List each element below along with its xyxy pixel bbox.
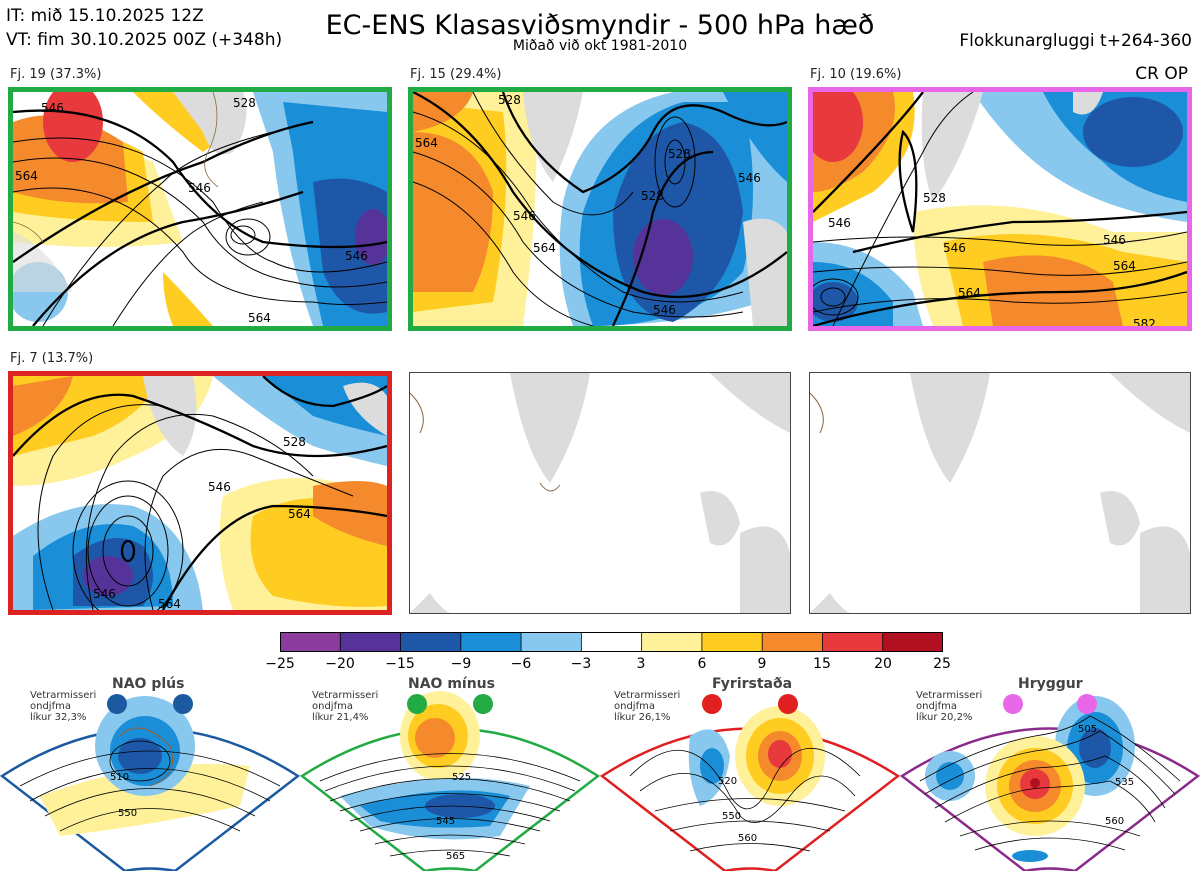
crop-label: CR OP xyxy=(1135,64,1188,84)
contour-label: 546 xyxy=(93,587,116,601)
valid-time: VT: fim 30.10.2025 00Z (+348h) xyxy=(6,30,283,50)
colorbar-cell xyxy=(761,632,824,652)
regime-note-1: Vetrarmisseri xyxy=(30,690,97,701)
regime-note-2: ondjfma xyxy=(30,701,71,712)
regime-note-2: ondjfma xyxy=(614,701,655,712)
cluster-map-3: 528 546 546 546 564 564 582 xyxy=(808,87,1192,331)
contour-label: 564 xyxy=(533,241,556,255)
colorbar-cell xyxy=(701,632,764,652)
contour-label: 546 xyxy=(41,101,64,115)
cluster-map-1: 546 564 528 546 546 564 xyxy=(8,87,392,331)
regime-note-1: Vetrarmisseri xyxy=(916,690,983,701)
colorbar-cell xyxy=(641,632,703,652)
colorbar-tick: −6 xyxy=(510,656,532,672)
regime-contour-label: 560 xyxy=(1105,816,1124,827)
contour-label: 528 xyxy=(668,147,691,161)
colorbar-tick: 25 xyxy=(933,656,951,672)
regime-title: Hryggur xyxy=(1018,676,1083,692)
contour-label: 564 xyxy=(248,311,271,325)
regime-contour-label: 560 xyxy=(738,833,757,844)
regime-note-3: líkur 32,3% xyxy=(30,712,87,723)
contour-label: 546 xyxy=(188,181,211,195)
contour-label: 528 xyxy=(498,93,521,107)
regime-contour-label: 565 xyxy=(446,851,465,862)
colorbar-tick: −25 xyxy=(265,656,295,672)
colorbar-tick: −9 xyxy=(450,656,472,672)
colorbar-cell xyxy=(520,632,583,652)
classification-window: Flokkunargluggi t+264-360 xyxy=(959,31,1192,51)
regime-nao-minus: 525 545 565 NAO mínus Vetrarmisseri ondj… xyxy=(299,676,601,873)
contour-label: 528 xyxy=(923,191,946,205)
colorbar-cell xyxy=(280,632,342,652)
regime-title: NAO plús xyxy=(112,676,185,692)
empty-map-1 xyxy=(409,372,791,614)
contour-label: 528 xyxy=(641,189,664,203)
cluster-3-label: Fj. 10 (19.6%) xyxy=(810,67,902,82)
contour-label: 546 xyxy=(943,241,966,255)
colorbar-cell xyxy=(400,632,462,652)
regime-contour-label: 510 xyxy=(110,772,129,783)
contour-label: 528 xyxy=(283,435,306,449)
regime-nao-plus: 510 550 NAO plús Vetrarmisseri ondjfma l… xyxy=(0,676,301,873)
colorbar-cell xyxy=(882,632,943,652)
colorbar-tick: −20 xyxy=(325,656,355,672)
colorbar-tick: 3 xyxy=(636,656,646,672)
colorbar-tick: 20 xyxy=(874,656,892,672)
contour-label: 582 xyxy=(1133,317,1156,326)
contour-label: 528 xyxy=(233,96,256,110)
regime-title: NAO mínus xyxy=(408,676,495,692)
regime-ridge: 505 535 560 Hryggur Vetrarmisseri ondjfm… xyxy=(899,676,1200,873)
colorbar-tick: 15 xyxy=(813,656,831,672)
colorbar-tick: 9 xyxy=(757,656,767,672)
colorbar-tick: −3 xyxy=(570,656,592,672)
page-title: EC-ENS Klasasviðsmyndir - 500 hPa hæð xyxy=(325,10,875,41)
contour-label: 546 xyxy=(513,209,536,223)
contour-label: 564 xyxy=(288,507,311,521)
colorbar-tick: 6 xyxy=(697,656,707,672)
contour-label: 564 xyxy=(958,286,981,300)
colorbar-cell xyxy=(822,632,884,652)
contour-label: 546 xyxy=(828,216,851,230)
contour-label: 564 xyxy=(15,169,38,183)
contour-label: 546 xyxy=(208,480,231,494)
colorbar xyxy=(280,632,943,652)
regime-contour-label: 545 xyxy=(436,816,455,827)
regime-note-2: ondjfma xyxy=(916,701,957,712)
colorbar-cell xyxy=(460,632,522,652)
regime-note-1: Vetrarmisseri xyxy=(614,690,681,701)
regime-contour-label: 505 xyxy=(1078,724,1097,735)
contour-label: 564 xyxy=(415,136,438,150)
regime-contour-label: 525 xyxy=(452,772,471,783)
regime-note-2: ondjfma xyxy=(312,701,353,712)
contour-label: 546 xyxy=(653,303,676,317)
contour-label: 546 xyxy=(738,171,761,185)
contour-label: 564 xyxy=(1113,259,1136,273)
regime-contour-label: 550 xyxy=(722,811,741,822)
empty-map-2 xyxy=(809,372,1191,614)
contour-label: 546 xyxy=(345,249,368,263)
regime-contour-label: 550 xyxy=(118,808,137,819)
colorbar-tick: −15 xyxy=(385,656,415,672)
cluster-map-4: 528 546 546 564 564 xyxy=(8,371,392,615)
regime-note-3: líkur 26,1% xyxy=(614,712,671,723)
regime-blocking: 520 550 560 Fyrirstaða Vetrarmisseri ond… xyxy=(599,676,901,873)
cluster-2-label: Fj. 15 (29.4%) xyxy=(410,67,502,82)
colorbar-cell xyxy=(580,632,643,652)
colorbar-cell xyxy=(339,632,402,652)
regime-contour-label: 535 xyxy=(1115,777,1134,788)
initial-time: IT: mið 15.10.2025 12Z xyxy=(6,6,204,26)
regime-title: Fyrirstaða xyxy=(712,676,793,692)
cluster-1-label: Fj. 19 (37.3%) xyxy=(10,67,102,82)
contour-label: 564 xyxy=(158,597,181,610)
regime-note-3: líkur 20,2% xyxy=(916,712,973,723)
cluster-map-2: 528 564 546 564 528 528 546 546 xyxy=(408,87,792,331)
page-subtitle: Miðað við okt 1981-2010 xyxy=(512,38,688,54)
contour-label: 546 xyxy=(1103,233,1126,247)
regime-note-1: Vetrarmisseri xyxy=(312,690,379,701)
regime-contour-label: 520 xyxy=(718,776,737,787)
cluster-4-label: Fj. 7 (13.7%) xyxy=(10,351,94,366)
regime-note-3: líkur 21,4% xyxy=(312,712,369,723)
